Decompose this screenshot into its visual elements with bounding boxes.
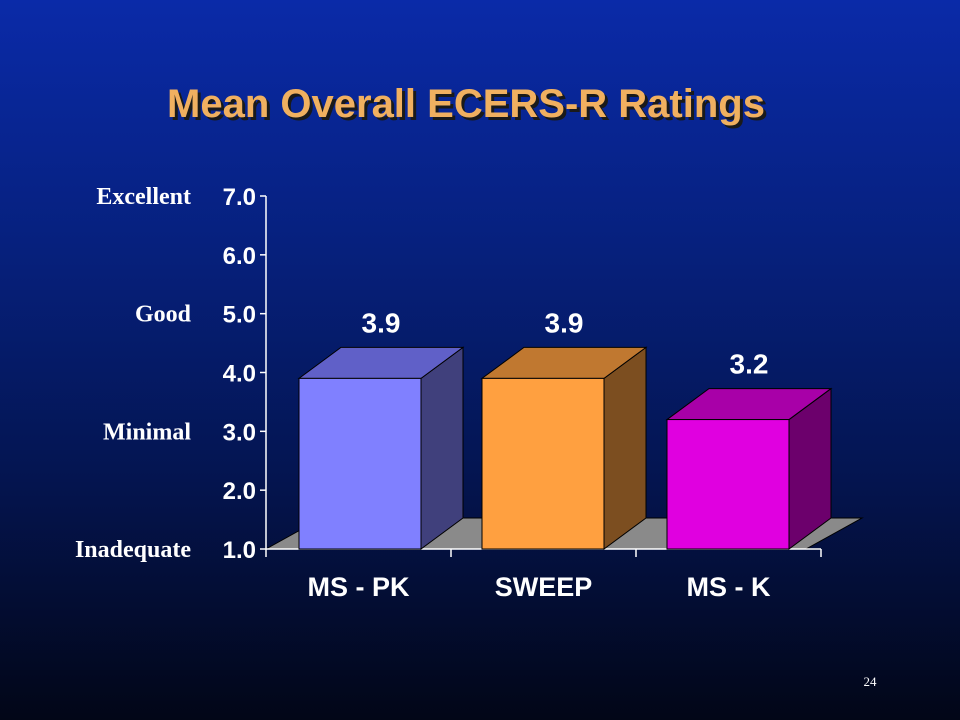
y-tick-label: 3.0 bbox=[223, 419, 256, 446]
bar-side bbox=[603, 346, 647, 550]
rating-label: Minimal bbox=[103, 419, 191, 445]
x-tick-label: MS - K bbox=[687, 572, 771, 602]
bar-sweep bbox=[481, 377, 605, 550]
rating-label: Inadequate bbox=[75, 537, 191, 563]
bar-ms-k bbox=[666, 419, 790, 550]
bar-side bbox=[420, 346, 464, 550]
data-label: 3.9 bbox=[545, 307, 584, 338]
page-title: Mean Overall ECERS-R Ratings bbox=[167, 82, 765, 126]
x-tick-label: MS - PK bbox=[307, 572, 410, 602]
y-tick-label: 2.0 bbox=[223, 478, 256, 505]
rating-label: Good bbox=[135, 302, 192, 328]
data-label: 3.2 bbox=[730, 349, 769, 380]
y-tick-label: 4.0 bbox=[223, 361, 256, 388]
rating-label: Excellent bbox=[96, 184, 191, 210]
y-tick-label: 1.0 bbox=[223, 537, 256, 564]
data-label: 3.9 bbox=[362, 307, 401, 338]
bar-ms-pk bbox=[298, 377, 422, 550]
page-number: 24 bbox=[864, 674, 878, 689]
x-tick-label: SWEEP bbox=[495, 572, 593, 602]
page-title-shadow: Mean Overall ECERS-R Ratings bbox=[170, 85, 768, 129]
y-tick-label: 6.0 bbox=[223, 243, 256, 270]
y-tick-label: 5.0 bbox=[223, 302, 256, 329]
y-tick-label: 7.0 bbox=[223, 184, 256, 211]
